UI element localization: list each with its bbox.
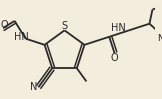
Text: O: O [111,53,118,63]
Text: N: N [30,82,37,92]
Text: HN: HN [111,23,126,33]
Text: S: S [61,21,68,31]
Text: O: O [0,20,8,30]
Text: HN: HN [14,32,28,42]
Text: N: N [157,34,162,43]
